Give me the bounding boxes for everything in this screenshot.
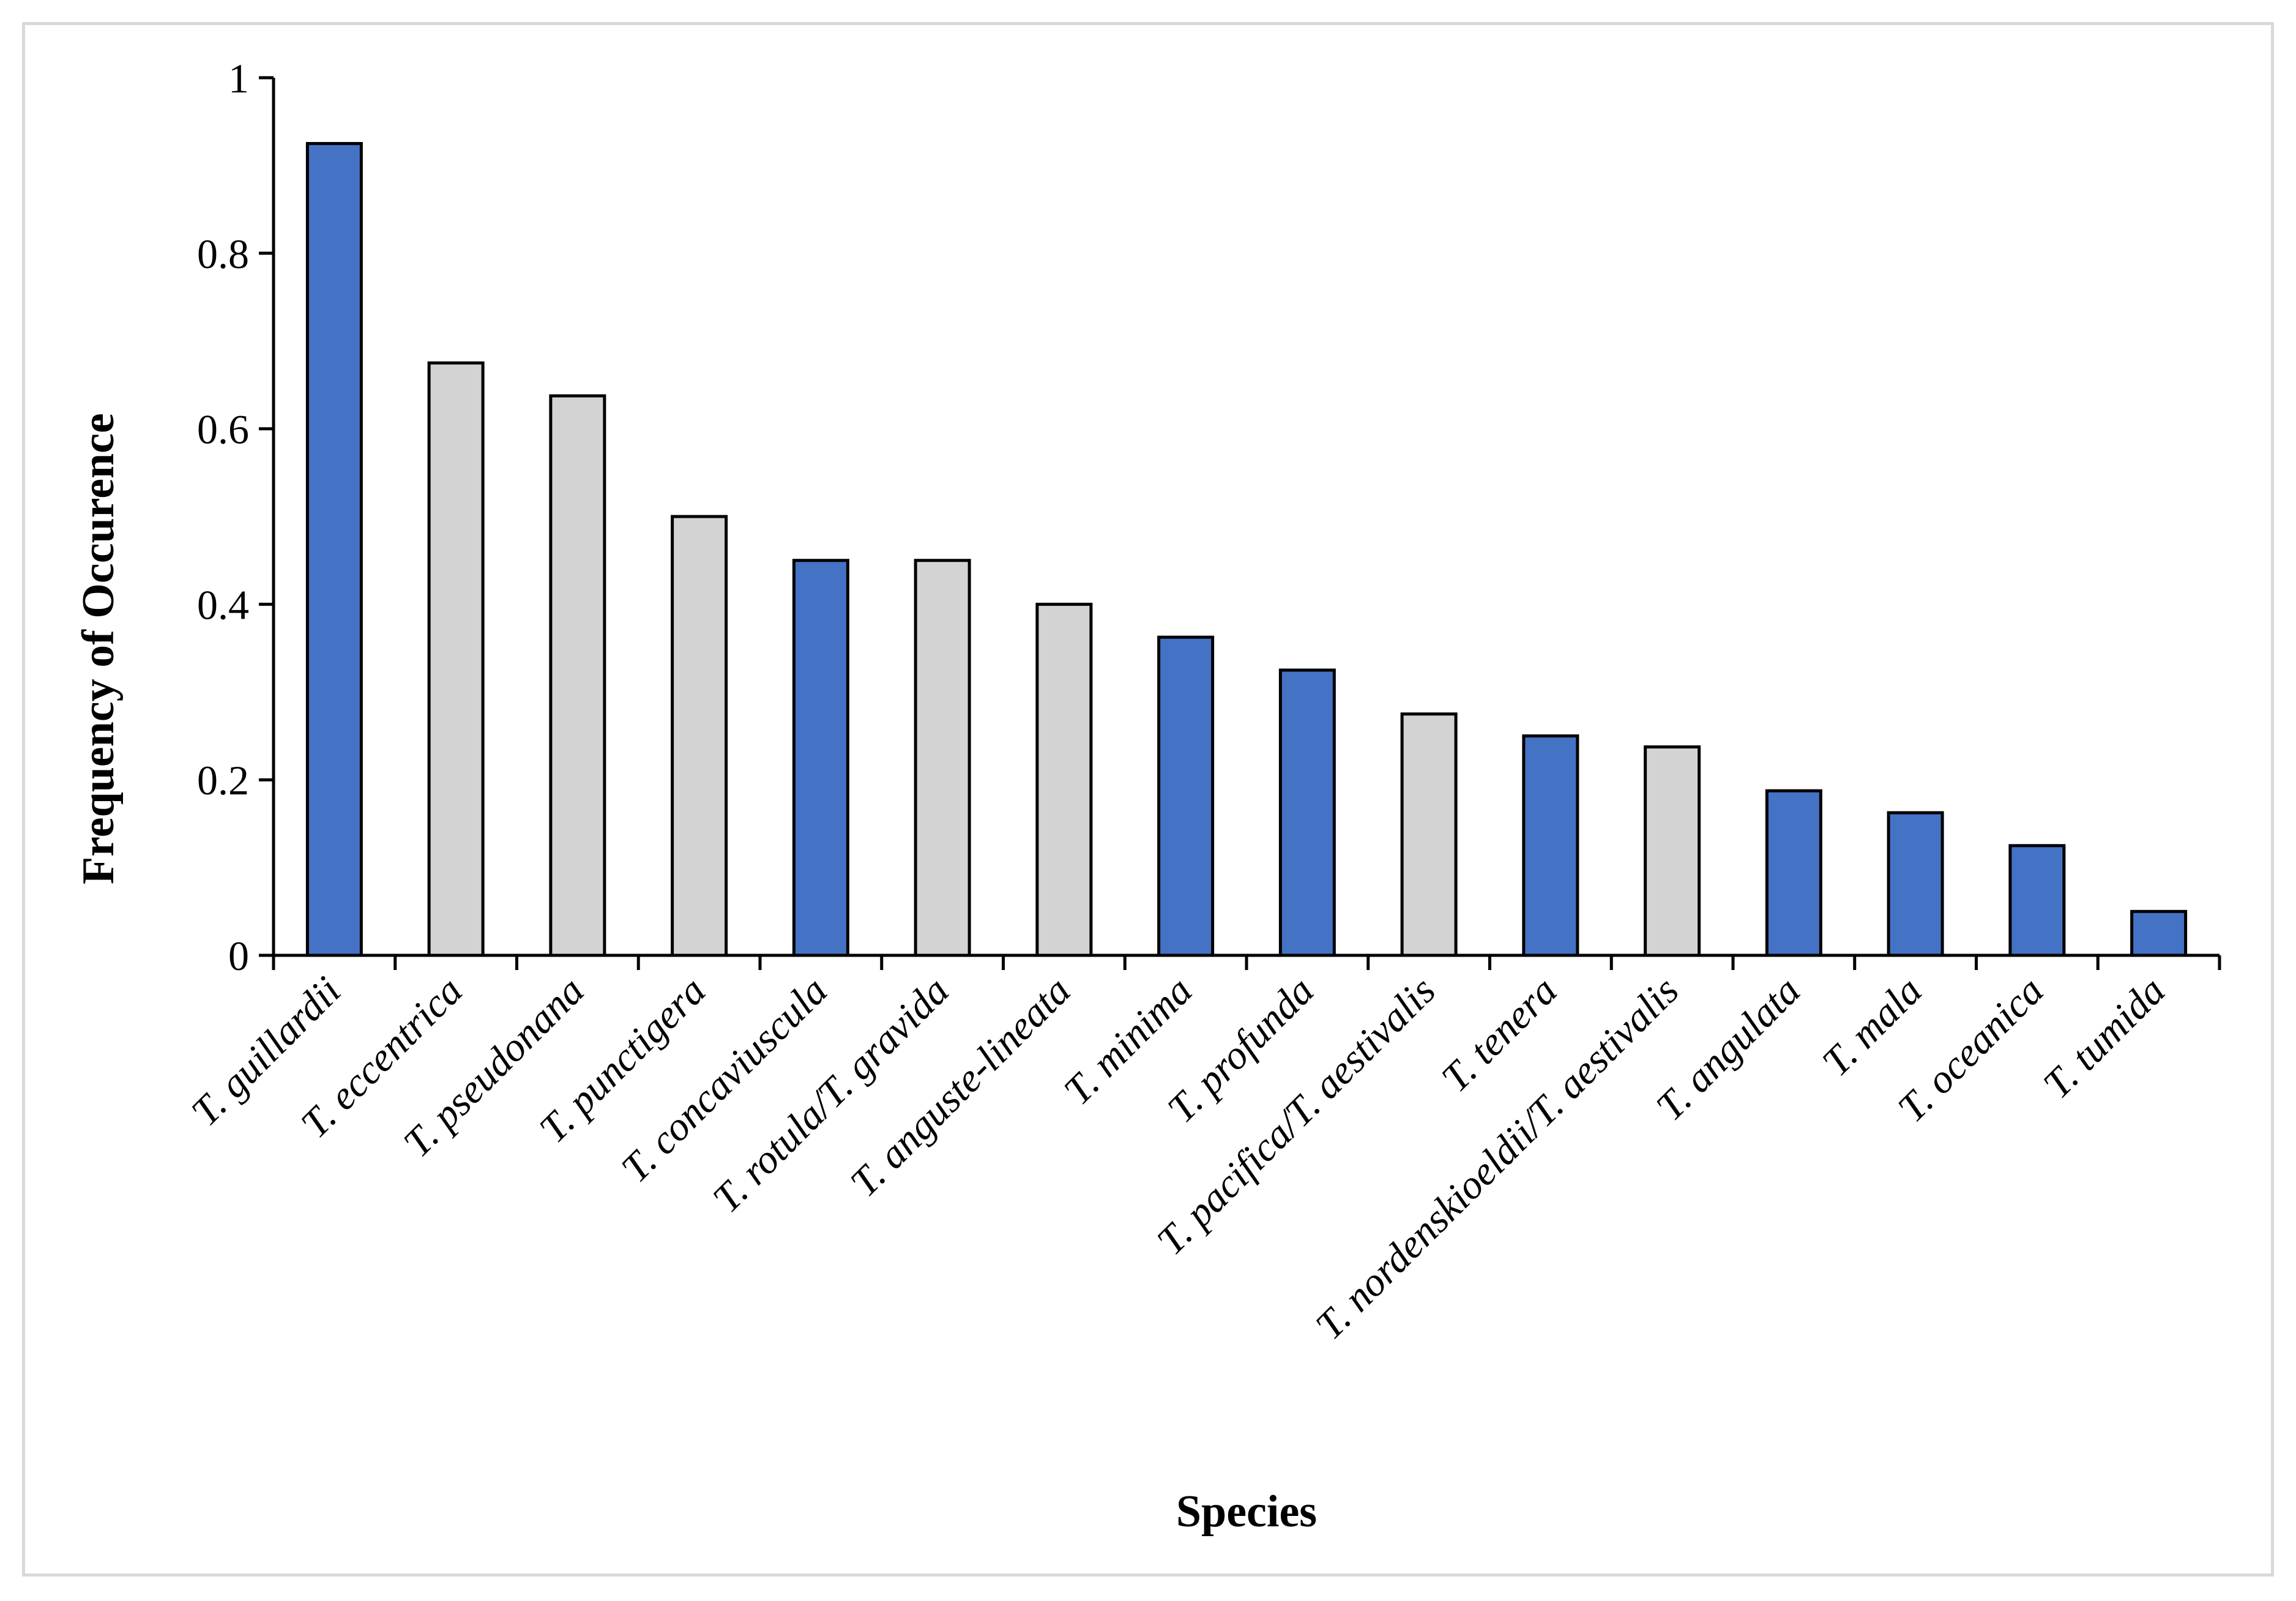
bar-9 (1278, 668, 1336, 957)
bar-10 (1400, 712, 1458, 957)
y-tick-label: 0.8 (197, 231, 249, 277)
bar-3 (549, 394, 606, 957)
bar-4 (671, 515, 728, 957)
x-tick-label: T. anguste-lineata (842, 968, 1079, 1206)
y-tick-label: 0.6 (197, 406, 249, 453)
x-tick-label: T. tumida (2035, 968, 2174, 1107)
bar-6 (914, 559, 971, 957)
bar-5 (792, 559, 849, 957)
x-axis-title: Species (1176, 1487, 1317, 1537)
chart-frame (22, 22, 2274, 1577)
bar-13 (1765, 789, 1822, 957)
y-tick-label: 0 (228, 933, 249, 979)
ticks-group: 0 0.2 0.4 0.6 0.8 1 (197, 55, 2221, 979)
x-tick-label: T. concaviuscula (613, 968, 836, 1191)
x-tick-label: T. mala (1814, 968, 1931, 1085)
bar-7 (1035, 602, 1093, 957)
x-tick-label: T. rotula/T. gravida (704, 968, 958, 1222)
bar-11 (1522, 734, 1579, 957)
bar-8 (1157, 635, 1215, 957)
bar-2 (427, 361, 485, 957)
bar-14 (1887, 811, 1944, 957)
bar-15 (2008, 844, 2066, 957)
bar-1 (305, 142, 363, 957)
y-axis-title: Frequency of Occurence (73, 413, 124, 884)
bars-group (305, 142, 2188, 957)
bar-12 (1644, 745, 1701, 957)
y-tick-label: 0.4 (197, 581, 249, 628)
y-tick-label: 1 (228, 55, 249, 102)
y-tick-label: 0.2 (197, 757, 249, 804)
bar-16 (2130, 909, 2188, 957)
